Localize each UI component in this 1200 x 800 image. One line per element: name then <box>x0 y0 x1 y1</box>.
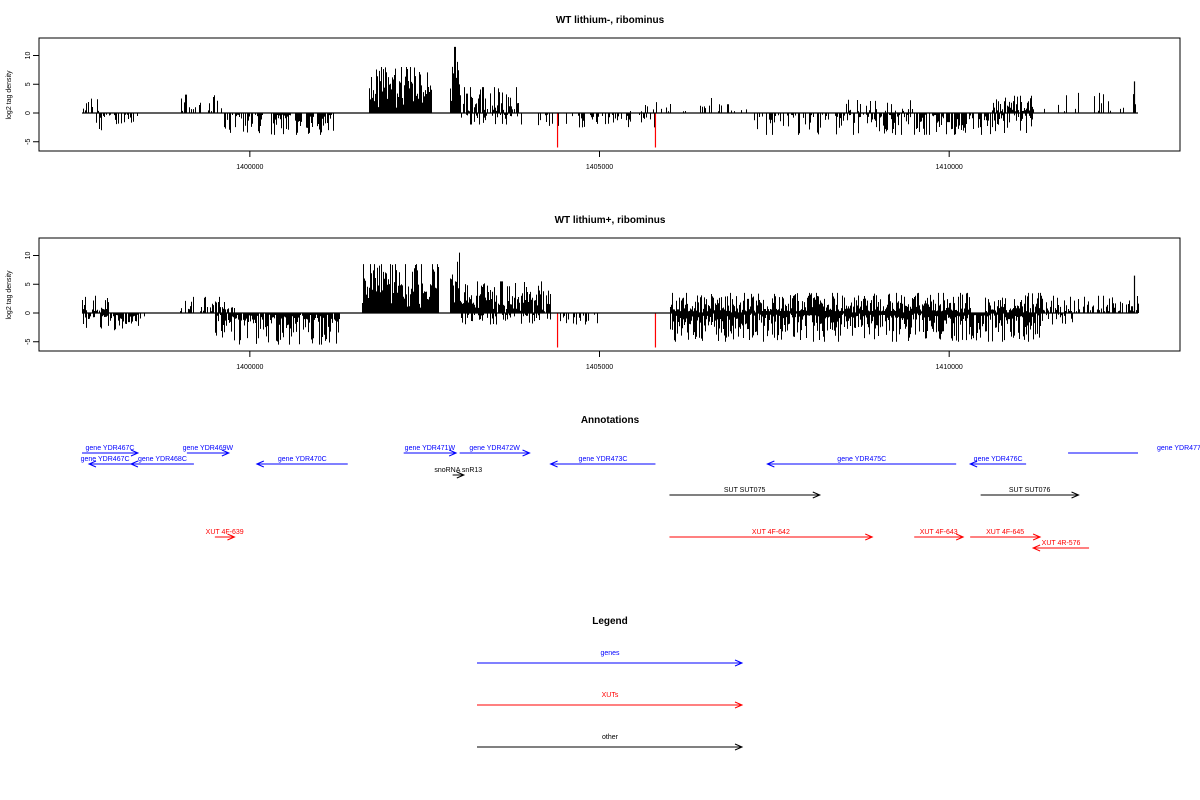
panel-1-ylabel: log2 tag density <box>6 70 13 120</box>
panel-1-bars <box>82 46 1138 148</box>
legend-arrowhead <box>734 659 744 667</box>
legend-arrowhead <box>734 743 744 751</box>
feature-arrowhead <box>130 449 140 457</box>
feature-label: gene YDR467C <box>86 445 135 452</box>
legend-items: genes XUTs other <box>477 650 744 751</box>
feature-arrowhead <box>955 533 965 541</box>
annotation-feature: gene YDR467C <box>82 445 140 457</box>
x-tick-label: 1405000 <box>586 164 613 171</box>
feature-label: XUT 4F-639 <box>206 529 244 536</box>
feature-label: gene YDR473C <box>579 456 628 463</box>
feature-arrowhead <box>1031 544 1041 552</box>
panel-2-title: WT lithium+, ribominus <box>555 215 666 226</box>
feature-arrowhead <box>448 449 458 457</box>
annotation-feature: snoRNA snR13 <box>434 467 482 479</box>
legend-title: Legend <box>592 616 628 627</box>
feature-arrowhead <box>255 460 265 468</box>
track-panel-1: WT lithium-, ribominus log2 tag density … <box>6 15 1181 171</box>
panel-2-ylabel: log2 tag density <box>6 270 13 320</box>
feature-label: snoRNA snR13 <box>434 467 482 474</box>
x-tick-label: 1400000 <box>236 164 263 171</box>
panel-1-frame <box>38 37 1181 152</box>
track-panel-2: WT lithium+, ribominus log2 tag density … <box>6 215 1181 371</box>
annotation-feature: gene YDR475C <box>766 456 957 468</box>
feature-label: XUT 4F-645 <box>986 529 1024 536</box>
legend-panel: Legend genes XUTs other <box>477 616 744 751</box>
annotation-feature: XUT 4F-642 <box>669 529 874 541</box>
annotations-title: Annotations <box>581 415 640 426</box>
panel-1-title: WT lithium-, ribominus <box>556 15 665 26</box>
y-tick-label: -5 <box>25 139 32 145</box>
feature-label: gene YDR476C <box>974 456 1023 463</box>
panel-1-y-axis: -5 0 5 10 <box>25 52 40 145</box>
feature-arrowhead <box>968 460 978 468</box>
panel-2-x-axis: 1400000 1405000 1410000 <box>236 350 963 371</box>
annotation-feature: SUT SUT075 <box>669 487 822 499</box>
feature-arrowhead <box>812 491 822 499</box>
annotation-feature: SUT SUT076 <box>980 487 1080 499</box>
feature-label: gene YDR471W <box>405 445 456 452</box>
annotation-feature: XUT 4F-639 <box>206 529 244 541</box>
x-tick-label: 1410000 <box>936 364 963 371</box>
y-tick-label: 0 <box>25 111 32 115</box>
annotation-feature: gene YDR477W <box>1068 445 1200 454</box>
feature-label: gene YDR467C <box>81 456 130 463</box>
legend-item-other: other <box>477 734 744 751</box>
feature-label: gene YDR468C <box>138 456 187 463</box>
annotation-feature: gene YDR476C <box>968 456 1027 468</box>
feature-label: gene YDR470C <box>278 456 327 463</box>
feature-label: SUT SUT076 <box>1009 487 1051 494</box>
legend-label: genes <box>600 650 620 657</box>
feature-label: SUT SUT075 <box>724 487 766 494</box>
legend-arrowhead <box>734 701 744 709</box>
annotation-feature: XUT 4R-576 <box>1031 540 1090 552</box>
feature-label: XUT 4F-643 <box>920 529 958 536</box>
y-tick-label: 10 <box>25 52 32 60</box>
annotation-feature: gene YDR470C <box>255 456 348 468</box>
feature-label: gene YDR469W <box>183 445 234 452</box>
feature-label: XUT 4R-576 <box>1042 540 1081 547</box>
y-tick-label: 0 <box>25 311 32 315</box>
feature-arrowhead <box>129 460 139 468</box>
annotation-feature: gene YDR473C <box>549 456 656 468</box>
annotation-feature: gene YDR471W <box>403 445 458 457</box>
y-tick-label: 10 <box>25 252 32 260</box>
annotation-feature: gene YDR469W <box>183 445 234 457</box>
legend-label: other <box>602 734 619 741</box>
annotation-feature: gene YDR468C <box>129 456 194 468</box>
feature-arrowhead <box>865 533 874 541</box>
panel-2-bars <box>82 252 1139 348</box>
feature-arrowhead <box>221 449 231 457</box>
legend-item-genes: genes <box>477 650 744 667</box>
x-tick-label: 1405000 <box>586 364 613 371</box>
feature-arrowhead <box>522 449 531 457</box>
annotation-feature: XUT 4F-643 <box>914 529 965 541</box>
x-tick-label: 1400000 <box>236 364 263 371</box>
feature-label: gene YDR477W <box>1157 445 1200 452</box>
feature-label: gene YDR475C <box>837 456 886 463</box>
feature-arrowhead <box>456 471 466 479</box>
feature-label: gene YDR472W <box>469 445 520 452</box>
feature-arrowhead <box>1032 533 1042 541</box>
feature-arrowhead <box>1071 491 1080 499</box>
legend-item-xuts: XUTs <box>477 692 744 709</box>
feature-arrowhead <box>87 460 97 468</box>
feature-arrowhead <box>766 460 775 468</box>
panel-2-y-axis: -5 0 5 10 <box>25 252 40 345</box>
y-tick-label: 5 <box>25 282 32 286</box>
annotation-feature: XUT 4F-645 <box>970 529 1042 541</box>
feature-label: XUT 4F-642 <box>752 529 790 536</box>
y-tick-label: -5 <box>25 339 32 345</box>
feature-arrowhead <box>549 460 558 468</box>
annotation-feature: gene YDR472W <box>459 445 531 457</box>
legend-label: XUTs <box>602 692 619 699</box>
feature-arrowhead <box>227 533 236 541</box>
panel-2-frame <box>38 237 1181 352</box>
y-tick-label: 5 <box>25 82 32 86</box>
panel-1-x-axis: 1400000 1405000 1410000 <box>236 150 963 171</box>
x-tick-label: 1410000 <box>936 164 963 171</box>
